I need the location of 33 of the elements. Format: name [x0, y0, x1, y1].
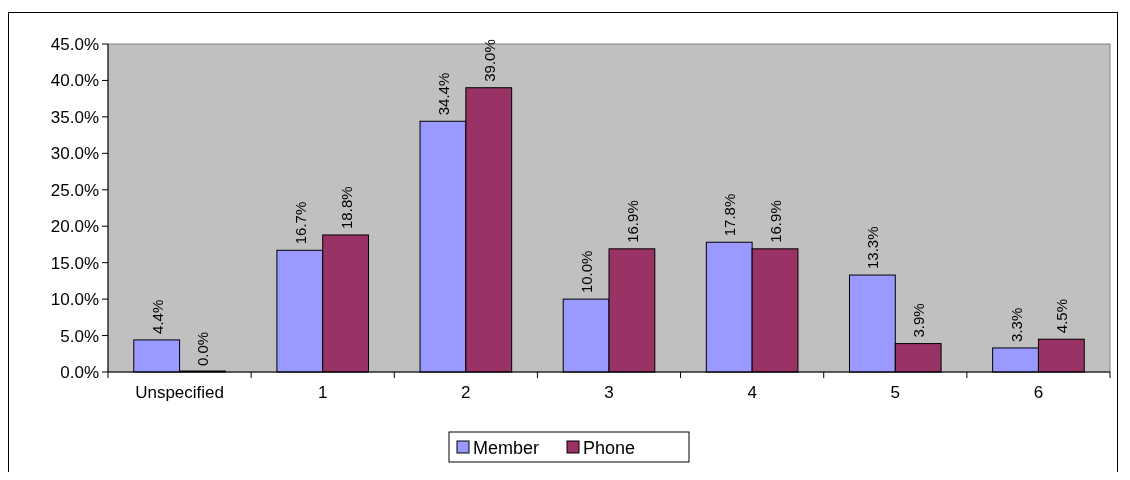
x-tick-label: Unspecified — [135, 383, 224, 402]
data-label: 3.9% — [910, 303, 928, 338]
y-tick-label: 15.0% — [50, 253, 99, 273]
y-tick-label: 20.0% — [50, 217, 99, 237]
data-label: 13.3% — [864, 226, 882, 270]
legend-label: Phone — [583, 438, 636, 458]
data-label: 0.0% — [194, 331, 212, 366]
x-tick-label: 6 — [1033, 383, 1044, 402]
data-label: 39.0% — [480, 39, 498, 82]
x-tick-label: 1 — [317, 383, 328, 402]
data-label: 17.8% — [721, 193, 739, 237]
y-tick-label: 0.0% — [60, 362, 99, 382]
data-label: 34.4% — [434, 72, 452, 116]
x-tick-label: 5 — [890, 383, 901, 402]
data-label: 10.0% — [578, 250, 596, 294]
data-label: 16.9% — [767, 200, 785, 243]
y-tick-label: 40.0% — [50, 71, 99, 91]
data-label: 16.9% — [623, 200, 641, 243]
y-tick-label: 5.0% — [60, 326, 99, 346]
x-tick-label: 2 — [461, 383, 471, 402]
data-label: 4.5% — [1053, 299, 1071, 334]
legend-label: Member — [473, 438, 540, 458]
data-label: 3.3% — [1007, 307, 1025, 342]
y-tick-label: 25.0% — [50, 180, 99, 200]
x-tick-label: 3 — [604, 383, 614, 402]
x-tick-label: 4 — [747, 383, 757, 402]
data-label: 4.4% — [148, 299, 166, 334]
y-tick-label: 35.0% — [50, 107, 99, 127]
y-tick-label: 45.0% — [50, 34, 99, 54]
data-label: 18.8% — [337, 186, 355, 229]
y-tick-label: 30.0% — [50, 144, 99, 164]
y-tick-label: 10.0% — [50, 290, 99, 310]
data-label: 16.7% — [291, 201, 309, 245]
